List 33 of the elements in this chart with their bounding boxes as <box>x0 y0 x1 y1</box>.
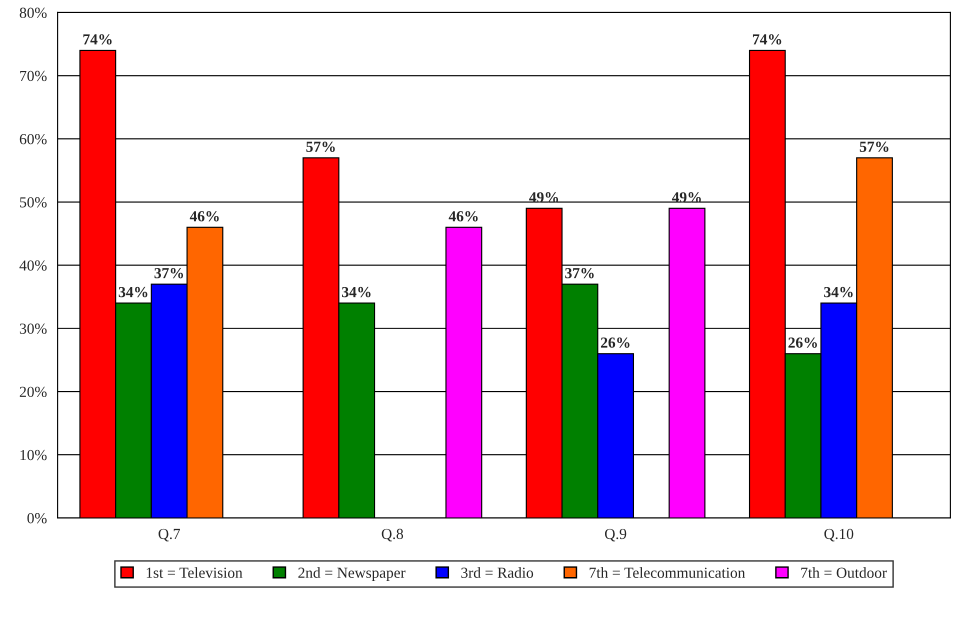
y-tick-label: 10% <box>20 450 47 460</box>
x-tick-label: Q.10 <box>824 528 854 542</box>
y-tick-label: 80% <box>20 8 47 18</box>
data-label: 57% <box>860 142 888 152</box>
data-label: 57% <box>306 142 335 152</box>
data-label: 74% <box>83 34 112 45</box>
legend-label: 3rd = Radio <box>461 567 534 578</box>
data-label: 37% <box>154 268 184 278</box>
legend-label: 2nd = Newspaper <box>298 567 406 581</box>
x-tick-label: Q.8 <box>382 528 404 542</box>
y-tick-label: 60% <box>20 134 47 144</box>
x-tick-label: Q.7 <box>158 528 180 542</box>
y-tick-label: 0% <box>27 513 47 524</box>
data-label: 26% <box>788 337 817 348</box>
data-label: 49% <box>672 192 701 203</box>
data-label: 46% <box>190 211 219 222</box>
y-tick-label: 40% <box>19 260 47 271</box>
data-label: 37% <box>565 268 594 278</box>
data-label: 74% <box>752 34 782 45</box>
legend-label: 7th = Outdoor <box>801 567 887 578</box>
y-tick-label: 30% <box>20 324 47 334</box>
legend-label: 1st = Television <box>146 567 242 578</box>
data-label: 34% <box>342 286 371 298</box>
x-tick-label: Q.9 <box>604 528 626 542</box>
data-label: 49% <box>529 192 558 203</box>
data-label: 34% <box>118 286 148 298</box>
y-tick-label: 20% <box>20 386 47 398</box>
data-label: 26% <box>600 337 630 348</box>
y-tick-label: 70% <box>20 70 47 82</box>
data-label: 34% <box>824 286 853 298</box>
legend-label: 7th = Telecommunication <box>590 567 746 578</box>
data-label: 46% <box>448 211 478 222</box>
y-tick-label: 50% <box>20 197 47 208</box>
